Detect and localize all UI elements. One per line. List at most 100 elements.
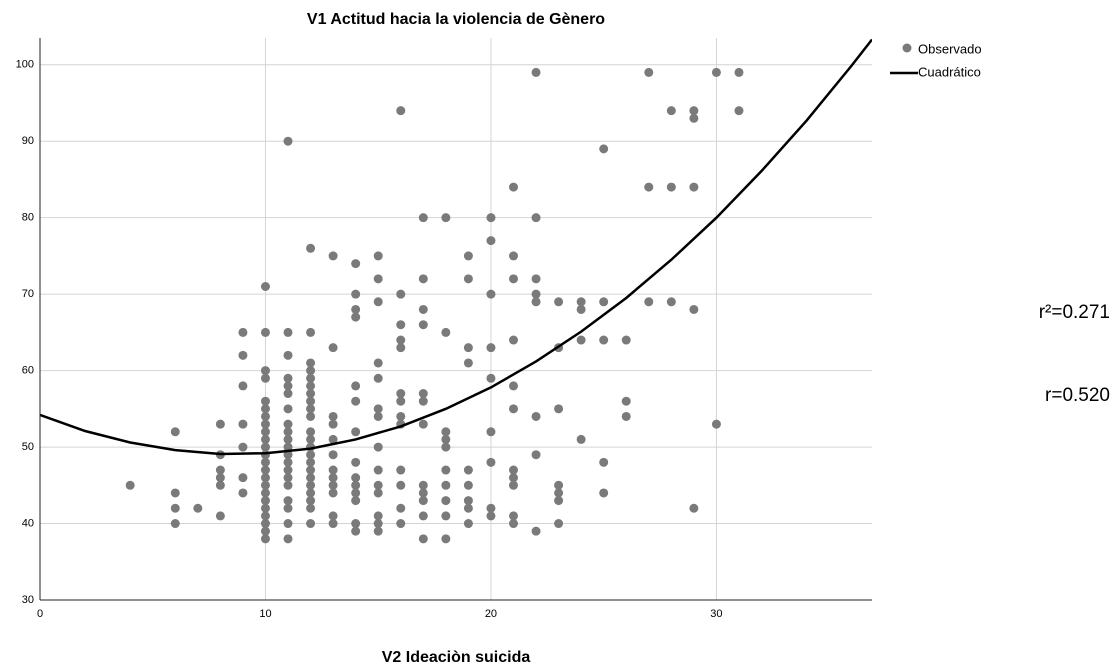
- point: [306, 480, 316, 490]
- point: [486, 343, 496, 353]
- point: [396, 335, 406, 345]
- point: [621, 335, 631, 345]
- point: [418, 274, 428, 284]
- point: [306, 389, 316, 399]
- point: [531, 213, 541, 223]
- point: [215, 465, 225, 475]
- point: [283, 519, 293, 529]
- point: [283, 136, 293, 146]
- point: [306, 243, 316, 253]
- point: [418, 304, 428, 314]
- point: [711, 419, 721, 429]
- x-tick-label: 0: [37, 608, 43, 620]
- point: [554, 488, 564, 498]
- point: [441, 213, 451, 223]
- point: [463, 465, 473, 475]
- point: [463, 496, 473, 506]
- point: [328, 450, 338, 460]
- point: [689, 106, 699, 116]
- point: [306, 496, 316, 506]
- point: [554, 480, 564, 490]
- point: [441, 496, 451, 506]
- legend-label: Cuadrático: [918, 64, 981, 79]
- point: [418, 389, 428, 399]
- point: [418, 534, 428, 544]
- point: [328, 511, 338, 521]
- point: [418, 396, 428, 406]
- point: [351, 304, 361, 314]
- y-tick-label: 80: [22, 212, 34, 224]
- point: [283, 503, 293, 513]
- point: [554, 404, 564, 414]
- point: [260, 496, 270, 506]
- point: [328, 343, 338, 353]
- point: [418, 213, 428, 223]
- point: [396, 320, 406, 330]
- point: [351, 289, 361, 299]
- point: [351, 480, 361, 490]
- point: [486, 511, 496, 521]
- point: [554, 519, 564, 529]
- point: [351, 488, 361, 498]
- point: [193, 503, 203, 513]
- point: [554, 297, 564, 307]
- x-tick-label: 10: [259, 608, 271, 620]
- point: [396, 289, 406, 299]
- point: [351, 312, 361, 322]
- point: [260, 480, 270, 490]
- point: [486, 373, 496, 383]
- point: [441, 465, 451, 475]
- point: [328, 519, 338, 529]
- point: [306, 381, 316, 391]
- point: [260, 366, 270, 376]
- point: [260, 519, 270, 529]
- point: [531, 450, 541, 460]
- point: [170, 427, 180, 437]
- point: [283, 473, 293, 483]
- point: [644, 182, 654, 192]
- point: [373, 373, 383, 383]
- point: [328, 411, 338, 421]
- point: [508, 274, 518, 284]
- point: [666, 106, 676, 116]
- point: [418, 496, 428, 506]
- point: [441, 534, 451, 544]
- y-tick-label: 60: [22, 365, 34, 377]
- point: [396, 343, 406, 353]
- point: [328, 473, 338, 483]
- point: [463, 358, 473, 368]
- point: [260, 465, 270, 475]
- point: [463, 343, 473, 353]
- point: [621, 411, 631, 421]
- point: [508, 465, 518, 475]
- point: [260, 404, 270, 414]
- point: [215, 419, 225, 429]
- point: [599, 335, 609, 345]
- point: [599, 297, 609, 307]
- point: [351, 427, 361, 437]
- point: [486, 427, 496, 437]
- point: [260, 396, 270, 406]
- y-tick-label: 90: [22, 135, 34, 147]
- point: [238, 442, 248, 452]
- point: [260, 411, 270, 421]
- point: [306, 366, 316, 376]
- y-tick-label: 70: [22, 288, 34, 300]
- point: [260, 442, 270, 452]
- point: [170, 519, 180, 529]
- point: [306, 488, 316, 498]
- point: [283, 534, 293, 544]
- point: [306, 396, 316, 406]
- point: [508, 404, 518, 414]
- point: [531, 297, 541, 307]
- point: [306, 473, 316, 483]
- point: [576, 304, 586, 314]
- point: [689, 113, 699, 123]
- x-axis-label: V2 Ideaciòn suicida: [382, 649, 531, 666]
- point: [463, 251, 473, 261]
- ticks: 30 40 50 60 70 80 90 100 0 10 20 30: [16, 59, 723, 620]
- point: [328, 419, 338, 429]
- point: [441, 511, 451, 521]
- point: [373, 511, 383, 521]
